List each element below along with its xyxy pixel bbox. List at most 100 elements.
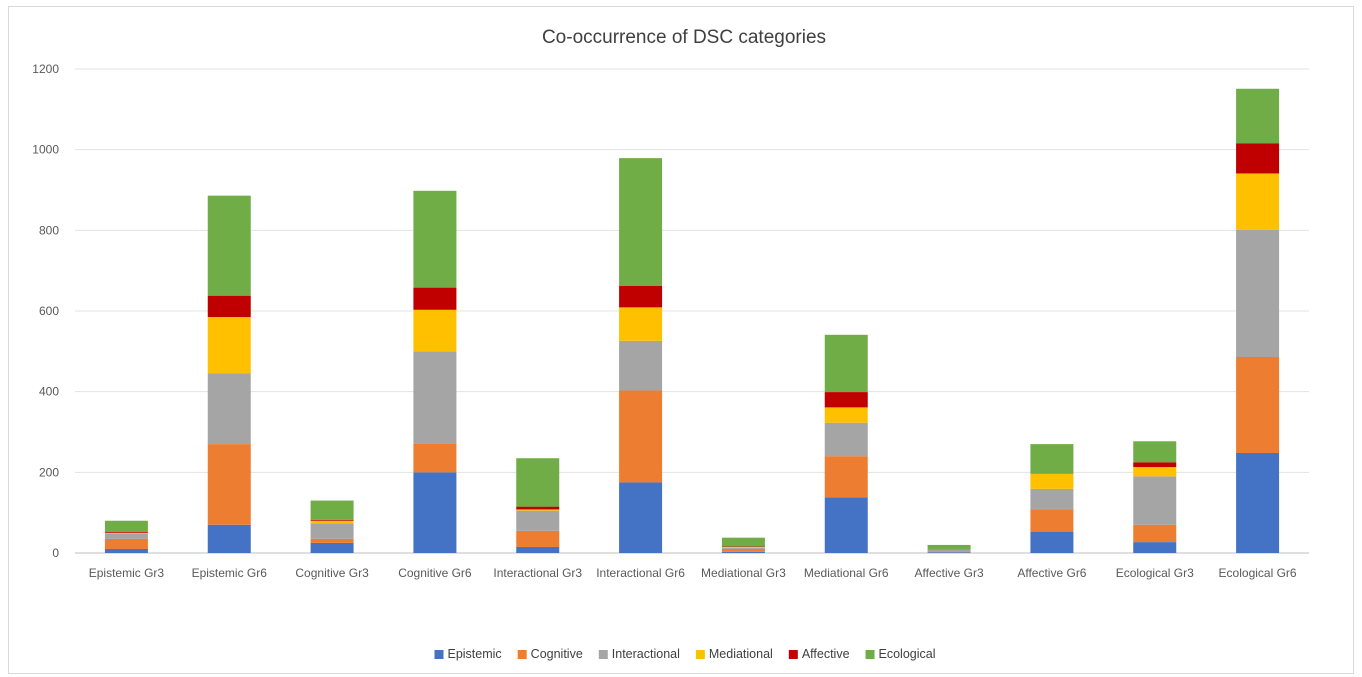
legend-swatch [788,650,798,659]
bar-interactional-mediational-gr6 [824,422,868,457]
bar-mediational-interactional-gr6 [619,307,663,341]
bar-mediational-epistemic-gr6 [207,317,251,374]
bar-epistemic-epistemic-gr6 [207,524,251,553]
x-tick-label: Affective Gr3 [915,566,984,580]
bar-ecological-interactional-gr3 [516,458,560,507]
bar-ecological-epistemic-gr3 [104,520,148,533]
legend-item-ecological: Ecological [865,647,936,661]
legend-swatch [598,650,608,659]
x-tick-label: Ecological Gr6 [1219,566,1297,580]
legend-item-epistemic: Epistemic [434,647,502,661]
x-tick-label: Interactional Gr3 [493,566,582,580]
y-tick-label: 800 [39,223,59,237]
x-tick-label: Ecological Gr3 [1116,566,1194,580]
legend-item-cognitive: Cognitive [517,647,583,661]
bar-epistemic-cognitive-gr6 [413,472,457,553]
bar-mediational-affective-gr6 [1030,473,1074,489]
legend-label: Epistemic [447,647,501,661]
bar-interactional-ecological-gr3 [1133,476,1177,525]
y-tick-label: 1000 [32,143,59,157]
bar-epistemic-affective-gr6 [1030,531,1074,553]
bar-interactional-cognitive-gr3 [310,523,354,539]
bar-epistemic-ecological-gr6 [1236,452,1280,553]
bar-interactional-affective-gr3 [927,549,971,552]
legend-label: Ecological [879,647,936,661]
y-tick-label: 200 [39,465,59,479]
bar-mediational-mediational-gr3 [721,546,765,548]
bar-affective-cognitive-gr3 [310,519,354,521]
bar-mediational-epistemic-gr3 [104,532,148,534]
bar-mediational-cognitive-gr3 [310,520,354,524]
y-tick-label: 1200 [32,62,59,76]
x-tick-label: Epistemic Gr3 [89,566,165,580]
bar-epistemic-interactional-gr6 [619,482,663,553]
bar-ecological-cognitive-gr6 [413,190,457,288]
bar-interactional-interactional-gr6 [619,340,663,391]
legend-label: Interactional [612,647,680,661]
bar-affective-interactional-gr6 [619,285,663,308]
bar-cognitive-cognitive-gr6 [413,443,457,473]
bar-cognitive-cognitive-gr3 [310,538,354,543]
bar-cognitive-ecological-gr6 [1236,356,1280,453]
bar-interactional-ecological-gr6 [1236,229,1280,357]
bar-epistemic-affective-gr3 [927,552,971,553]
bar-mediational-ecological-gr6 [1236,173,1280,230]
bar-cognitive-mediational-gr6 [824,456,868,498]
legend-item-affective: Affective [788,647,850,661]
bar-epistemic-mediational-gr6 [824,497,868,553]
x-tick-label: Interactional Gr6 [596,566,685,580]
legend-label: Cognitive [531,647,583,661]
bar-interactional-mediational-gr3 [721,547,765,549]
y-tick-label: 600 [39,304,59,318]
legend-label: Affective [802,647,850,661]
x-tick-label: Affective Gr6 [1017,566,1086,580]
x-tick-label: Cognitive Gr6 [398,566,472,580]
bar-mediational-cognitive-gr6 [413,309,457,352]
bar-affective-interactional-gr3 [516,506,560,510]
x-axis-ticks: Epistemic Gr3 Epistemic Gr6 Cognitive Gr3 C… [89,566,1297,580]
bar-epistemic-epistemic-gr3 [104,548,148,553]
bar-ecological-interactional-gr6 [619,158,663,286]
legend-swatch [865,650,875,659]
bar-ecological-mediational-gr3 [721,537,765,547]
bar-interactional-epistemic-gr3 [104,533,148,539]
legend-swatch [695,650,705,659]
chart-frame: Co-occurrence of DSC categories 0 200 400 6… [8,6,1354,674]
bar-ecological-affective-gr6 [1030,444,1074,474]
chart-svg: Co-occurrence of DSC categories 0 200 400 6… [32,27,1309,661]
legend: Epistemic Cognitive Interactional Mediation… [434,647,936,661]
bar-epistemic-cognitive-gr3 [310,542,354,553]
bar-affective-ecological-gr6 [1236,143,1280,174]
y-tick-label: 400 [39,385,59,399]
bar-ecological-cognitive-gr3 [310,500,354,520]
bar-affective-epistemic-gr3 [104,532,148,533]
x-tick-label: Mediational Gr3 [701,566,786,580]
y-tick-label: 0 [52,546,59,560]
bar-group [104,88,1280,553]
bar-ecological-epistemic-gr6 [207,195,251,296]
bar-mediational-ecological-gr3 [1133,467,1177,477]
bar-ecological-ecological-gr3 [1133,441,1177,463]
bar-interactional-epistemic-gr6 [207,373,251,445]
bar-epistemic-ecological-gr3 [1133,542,1177,553]
bar-interactional-interactional-gr3 [516,510,560,531]
grid-lines [75,68,1309,554]
bar-affective-mediational-gr6 [824,392,868,408]
bar-cognitive-mediational-gr3 [721,548,765,552]
x-tick-label: Epistemic Gr6 [192,566,268,580]
bar-cognitive-affective-gr3 [927,551,971,553]
bar-mediational-interactional-gr3 [516,509,560,511]
bar-interactional-affective-gr6 [1030,488,1074,510]
x-tick-label: Mediational Gr6 [804,566,889,580]
bar-ecological-ecological-gr6 [1236,88,1280,144]
bar-affective-cognitive-gr6 [413,287,457,310]
chart-title: Co-occurrence of DSC categories [542,27,826,48]
bar-cognitive-epistemic-gr6 [207,444,251,525]
bar-cognitive-interactional-gr3 [516,530,560,547]
bar-ecological-affective-gr3 [927,544,971,549]
x-tick-label: Cognitive Gr3 [295,566,369,580]
bar-affective-ecological-gr3 [1133,462,1177,468]
legend-label: Mediational [709,647,773,661]
bar-cognitive-epistemic-gr3 [104,538,148,549]
bar-mediational-mediational-gr6 [824,407,868,423]
